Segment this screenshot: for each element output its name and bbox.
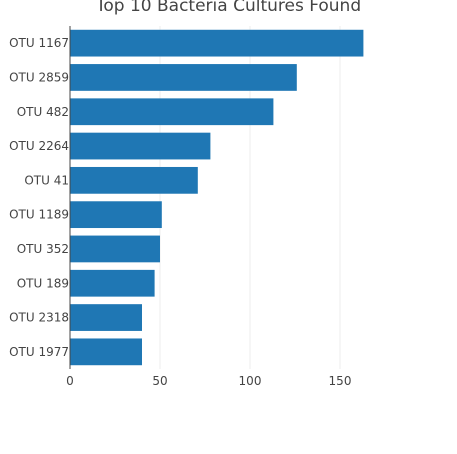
bar bbox=[70, 98, 274, 126]
y-tick-label: OTU 2264 bbox=[9, 139, 69, 153]
bar bbox=[70, 201, 162, 229]
y-tick-label: OTU 2859 bbox=[9, 70, 69, 84]
y-tick-label: OTU 2318 bbox=[9, 311, 69, 325]
bar bbox=[70, 304, 142, 331]
label-layer: 0 50 100 150 OTU 1167 OTU 2859 OTU 482 OTU 2264… bbox=[9, 36, 351, 388]
y-tick-label: OTU 1167 bbox=[9, 36, 69, 50]
bar bbox=[70, 64, 297, 91]
bar bbox=[70, 132, 211, 160]
bar bbox=[70, 269, 155, 297]
y-tick-label: OTU 1977 bbox=[9, 345, 69, 359]
y-tick-label: OTU 352 bbox=[17, 242, 69, 256]
bar-layer bbox=[70, 29, 364, 366]
bar bbox=[70, 166, 198, 194]
chart-title: Top 10 Bacteria Cultures Found bbox=[95, 0, 362, 16]
bar bbox=[70, 29, 364, 57]
x-tick-label: 0 bbox=[66, 374, 74, 388]
y-tick-label: OTU 189 bbox=[17, 276, 69, 290]
bar bbox=[70, 338, 142, 366]
y-tick-label: OTU 41 bbox=[24, 173, 69, 187]
x-tick-label: 150 bbox=[329, 374, 352, 388]
y-tick-label: OTU 482 bbox=[17, 105, 69, 119]
bar bbox=[70, 235, 160, 263]
y-tick-label: OTU 1189 bbox=[9, 208, 69, 222]
x-tick-label: 50 bbox=[152, 374, 167, 388]
x-tick-label: 100 bbox=[239, 374, 262, 388]
